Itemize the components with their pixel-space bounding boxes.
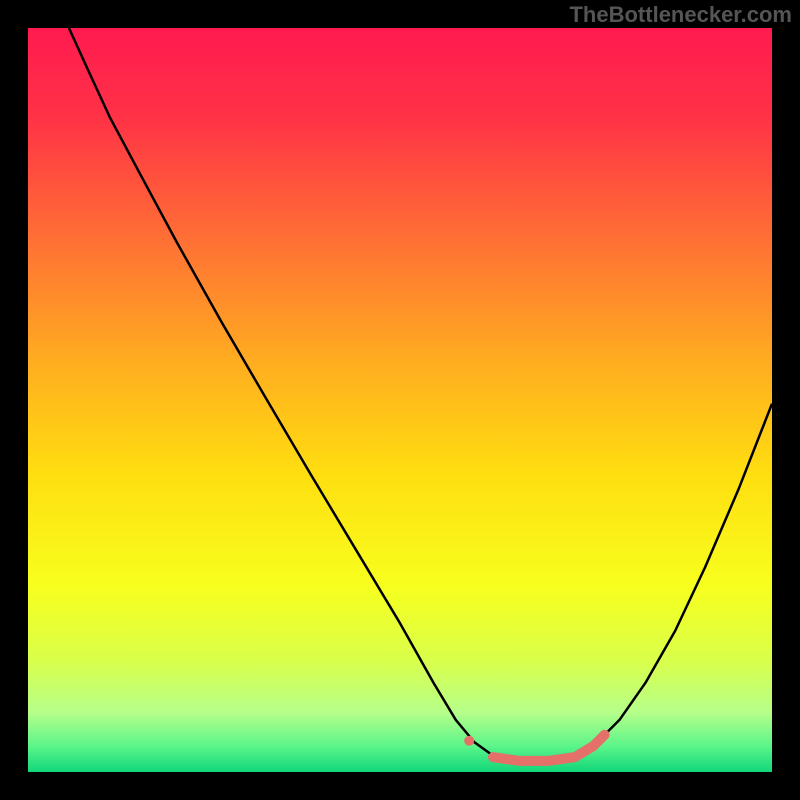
plot-area [28, 28, 772, 772]
highlight-dot [464, 736, 474, 746]
border-bottom [0, 772, 800, 800]
chart-container: TheBottlenecker.com [0, 0, 800, 800]
chart-svg [28, 28, 772, 772]
watermark-text: TheBottlenecker.com [569, 2, 792, 28]
gradient-bg [28, 28, 772, 772]
border-left [0, 0, 28, 800]
border-right [772, 0, 800, 800]
